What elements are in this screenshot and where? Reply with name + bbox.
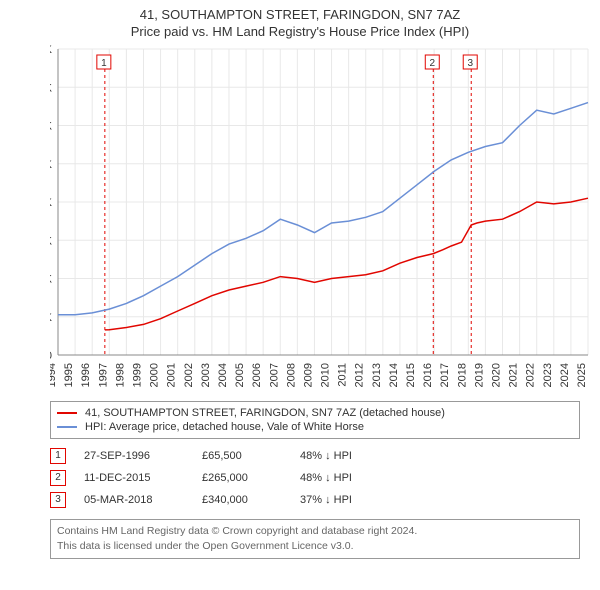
svg-text:3: 3	[467, 58, 473, 69]
svg-text:1: 1	[101, 58, 107, 69]
legend-label: 41, SOUTHAMPTON STREET, FARINGDON, SN7 7…	[85, 407, 445, 419]
event-delta: 48% ↓ HPI	[300, 472, 352, 484]
event-delta: 37% ↓ HPI	[300, 494, 352, 506]
svg-text:2002: 2002	[183, 363, 195, 387]
svg-text:2023: 2023	[542, 363, 554, 387]
event-date: 05-MAR-2018	[84, 494, 184, 506]
svg-text:2006: 2006	[251, 363, 263, 387]
svg-text:£700K: £700K	[50, 82, 53, 94]
legend-swatch	[57, 412, 77, 414]
chart-subtitle: Price paid vs. HM Land Registry's House …	[8, 24, 592, 39]
svg-text:2011: 2011	[337, 363, 349, 387]
events-table: 1 27-SEP-1996 £65,500 48% ↓ HPI 2 11-DEC-2015…	[50, 445, 580, 511]
svg-text:2007: 2007	[268, 363, 280, 387]
svg-text:2005: 2005	[234, 363, 246, 387]
svg-text:2018: 2018	[456, 363, 468, 387]
legend-label: HPI: Average price, detached house, Vale…	[85, 421, 364, 433]
event-row: 3 05-MAR-2018 £340,000 37% ↓ HPI	[50, 489, 580, 511]
legend-item: 41, SOUTHAMPTON STREET, FARINGDON, SN7 7…	[57, 406, 573, 420]
svg-text:2009: 2009	[302, 363, 314, 387]
svg-text:£800K: £800K	[50, 45, 53, 56]
svg-text:1994: 1994	[50, 363, 58, 387]
svg-text:2013: 2013	[371, 363, 383, 387]
disclaimer-line: Contains HM Land Registry data © Crown c…	[57, 524, 573, 539]
event-row: 1 27-SEP-1996 £65,500 48% ↓ HPI	[50, 445, 580, 467]
event-marker-num: 1	[50, 448, 66, 464]
svg-text:2014: 2014	[388, 363, 400, 387]
svg-text:2020: 2020	[491, 363, 503, 387]
svg-text:£300K: £300K	[50, 235, 53, 247]
svg-text:£0: £0	[50, 350, 52, 362]
event-delta: 48% ↓ HPI	[300, 450, 352, 462]
svg-text:£600K: £600K	[50, 120, 53, 132]
event-date: 11-DEC-2015	[84, 472, 184, 484]
svg-text:2001: 2001	[166, 363, 178, 387]
svg-text:£400K: £400K	[50, 197, 53, 209]
legend-item: HPI: Average price, detached house, Vale…	[57, 420, 573, 434]
svg-text:£200K: £200K	[50, 273, 53, 285]
svg-text:2022: 2022	[525, 363, 537, 387]
event-date: 27-SEP-1996	[84, 450, 184, 462]
event-price: £265,000	[202, 472, 282, 484]
svg-text:2017: 2017	[439, 363, 451, 387]
svg-text:2019: 2019	[473, 363, 485, 387]
event-row: 2 11-DEC-2015 £265,000 48% ↓ HPI	[50, 467, 580, 489]
legend-box: 41, SOUTHAMPTON STREET, FARINGDON, SN7 7…	[50, 401, 580, 439]
event-price: £340,000	[202, 494, 282, 506]
svg-text:2000: 2000	[149, 363, 161, 387]
svg-text:2010: 2010	[320, 363, 332, 387]
svg-text:1995: 1995	[63, 363, 75, 387]
svg-text:£100K: £100K	[50, 311, 53, 323]
svg-text:2015: 2015	[405, 363, 417, 387]
svg-text:2024: 2024	[559, 363, 571, 387]
legend-swatch	[57, 426, 77, 428]
chart-svg: £0 £100K £200K £300K £400K £500K £600K £700K £80…	[50, 45, 590, 395]
chart-title: 41, SOUTHAMPTON STREET, FARINGDON, SN7 7…	[8, 6, 592, 24]
event-marker-num: 3	[50, 492, 66, 508]
svg-text:1998: 1998	[114, 363, 126, 387]
svg-text:1997: 1997	[97, 363, 109, 387]
disclaimer-box: Contains HM Land Registry data © Crown c…	[50, 519, 580, 559]
svg-text:1999: 1999	[131, 363, 143, 387]
chart-area: £0 £100K £200K £300K £400K £500K £600K £700K £80…	[50, 45, 590, 395]
event-marker-num: 2	[50, 470, 66, 486]
svg-text:2: 2	[429, 58, 435, 69]
svg-text:2012: 2012	[354, 363, 366, 387]
event-price: £65,500	[202, 450, 282, 462]
svg-text:2016: 2016	[422, 363, 434, 387]
svg-text:2003: 2003	[200, 363, 212, 387]
svg-text:2008: 2008	[285, 363, 297, 387]
svg-text:2025: 2025	[576, 363, 588, 387]
svg-text:2021: 2021	[508, 363, 520, 387]
svg-text:£500K: £500K	[50, 158, 53, 170]
disclaimer-line: This data is licensed under the Open Gov…	[57, 539, 573, 554]
svg-text:2004: 2004	[217, 363, 229, 387]
svg-text:1996: 1996	[80, 363, 92, 387]
